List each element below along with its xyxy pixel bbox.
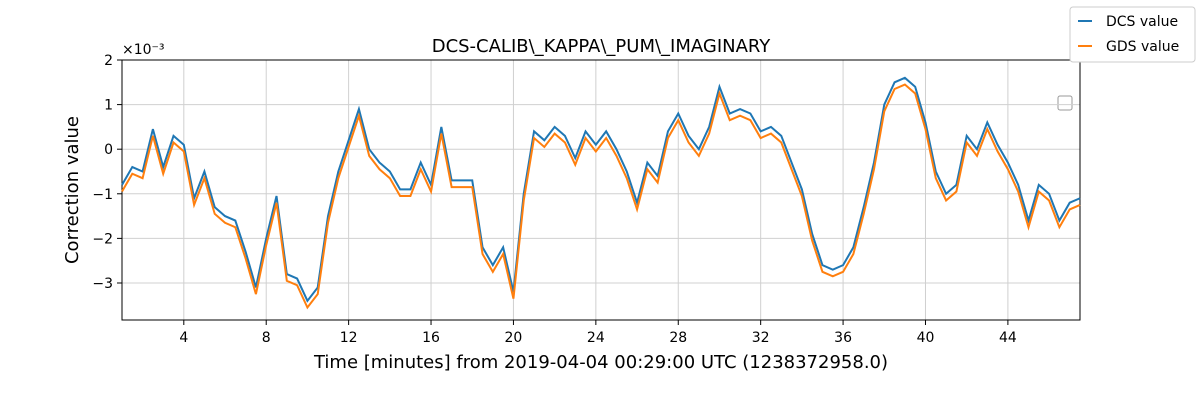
y-tick-label: −3 (92, 276, 113, 292)
x-tick-label: 8 (262, 330, 271, 346)
legend-box (1069, 6, 1196, 63)
y-axis-label: Correction value (62, 116, 83, 264)
legend-label: DCS value (1106, 14, 1178, 30)
x-tick-label: 32 (752, 330, 770, 346)
legend-label: GDS value (1106, 39, 1179, 55)
x-tick-label: 4 (179, 330, 188, 346)
empty-legend-box (1057, 95, 1073, 111)
x-tick-label: 44 (999, 330, 1017, 346)
x-tick-label: 20 (505, 330, 523, 346)
x-tick-label: 40 (917, 330, 935, 346)
y-tick-label: 1 (104, 98, 113, 114)
chart-title: DCS-CALIB\_KAPPA\_PUM\_IMAGINARY (432, 36, 772, 57)
x-tick-label: 36 (834, 330, 852, 346)
y-tick-label: 2 (104, 53, 113, 69)
x-tick-label: 24 (587, 330, 605, 346)
y-tick-label: 0 (104, 142, 113, 158)
x-tick-label: 28 (669, 330, 687, 346)
x-tick-label: 16 (422, 330, 440, 346)
x-tick-label: 12 (340, 330, 358, 346)
x-axis-label: Time [minutes] from 2019-04-04 00:29:00 … (313, 352, 888, 373)
data-line (121, 83, 1081, 310)
y-tick-label: −1 (92, 187, 113, 203)
y-tick-label: −2 (92, 231, 113, 247)
y-offset-label: ×10⁻³ (122, 42, 165, 58)
